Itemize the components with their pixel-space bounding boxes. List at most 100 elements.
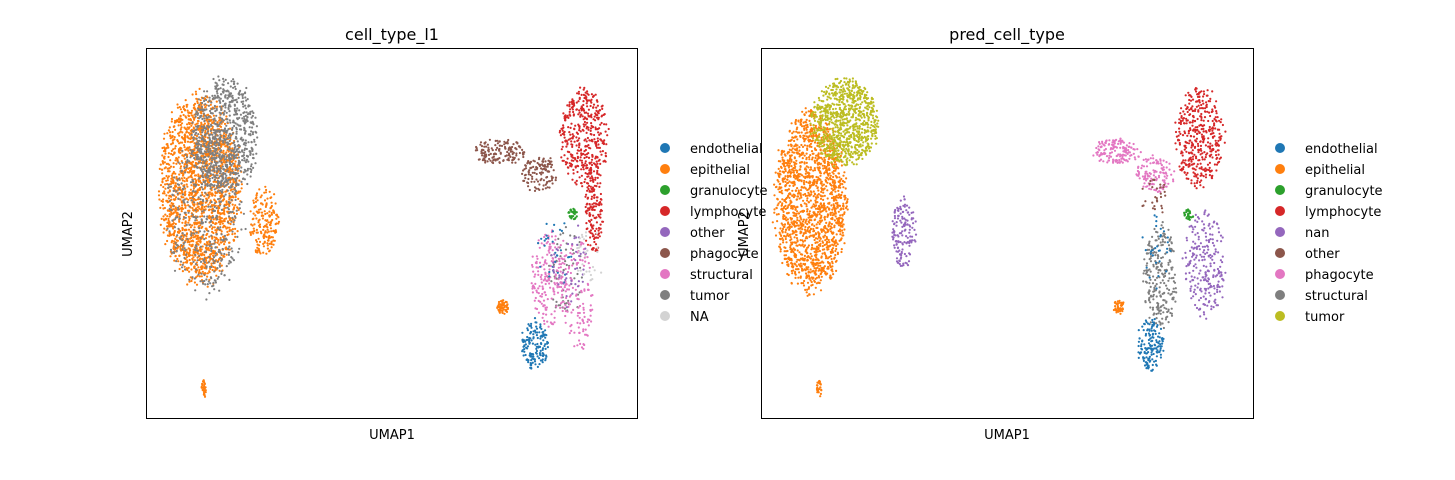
point [537, 239, 540, 242]
point [530, 326, 533, 329]
point [212, 204, 215, 207]
point [577, 113, 580, 116]
point [194, 263, 197, 266]
point [589, 244, 592, 247]
point [191, 114, 194, 117]
point [193, 102, 197, 105]
point [205, 278, 208, 281]
point [585, 270, 588, 273]
point [198, 87, 201, 90]
point [253, 223, 256, 226]
point [196, 215, 199, 218]
point [210, 108, 213, 111]
point [579, 245, 582, 248]
point [215, 207, 218, 210]
point [507, 138, 510, 142]
point [576, 297, 579, 300]
point [211, 112, 214, 115]
point [240, 211, 243, 214]
point [260, 194, 263, 197]
point [558, 274, 561, 277]
point [172, 165, 175, 169]
point [225, 161, 228, 164]
point [163, 167, 166, 170]
point [577, 165, 580, 168]
point [591, 248, 594, 251]
point [250, 223, 253, 226]
point [524, 167, 528, 170]
point [264, 212, 267, 216]
point [546, 342, 549, 345]
point [572, 114, 575, 117]
point [548, 186, 551, 189]
point [548, 243, 552, 246]
point [565, 263, 568, 267]
point [593, 133, 596, 137]
point [597, 116, 600, 119]
point [240, 100, 243, 103]
point [161, 146, 164, 150]
point [188, 146, 191, 149]
point [521, 331, 524, 334]
point [191, 178, 194, 181]
point [166, 221, 169, 224]
point [533, 360, 537, 363]
point [252, 153, 255, 156]
point [215, 170, 218, 173]
point [589, 104, 592, 108]
point [167, 129, 170, 132]
point [261, 217, 264, 220]
point [222, 161, 225, 164]
point [232, 223, 235, 226]
point [212, 221, 215, 225]
point [203, 230, 206, 233]
point [505, 310, 509, 313]
point [214, 254, 217, 257]
point [268, 214, 271, 217]
point [174, 184, 177, 187]
point [594, 157, 597, 160]
point [510, 148, 513, 151]
point [236, 176, 239, 179]
point [823, 218, 827, 221]
point [213, 279, 216, 282]
point [206, 130, 210, 133]
point [531, 175, 534, 178]
point [194, 198, 197, 202]
point [180, 182, 183, 185]
point [251, 126, 254, 129]
point [586, 202, 589, 205]
point [257, 221, 260, 224]
point [170, 149, 173, 152]
point [564, 314, 567, 318]
point [192, 126, 195, 129]
point [164, 218, 168, 221]
point [192, 136, 195, 139]
point [586, 320, 589, 323]
point [255, 152, 258, 155]
point [215, 114, 218, 117]
point [549, 286, 552, 289]
point [189, 129, 192, 132]
point [200, 156, 203, 160]
point [197, 98, 200, 101]
point [224, 190, 227, 193]
point [205, 298, 208, 301]
point [259, 225, 262, 229]
point [579, 258, 582, 262]
point [171, 130, 174, 134]
point [175, 243, 179, 247]
point [181, 193, 185, 196]
point [180, 177, 183, 180]
point [210, 159, 214, 162]
point [163, 206, 166, 210]
point [585, 155, 588, 159]
point [579, 130, 582, 133]
point [275, 217, 278, 220]
point [580, 233, 584, 236]
point [254, 162, 257, 165]
point [233, 232, 236, 235]
point [488, 138, 491, 141]
point [588, 230, 591, 233]
point [208, 120, 211, 123]
